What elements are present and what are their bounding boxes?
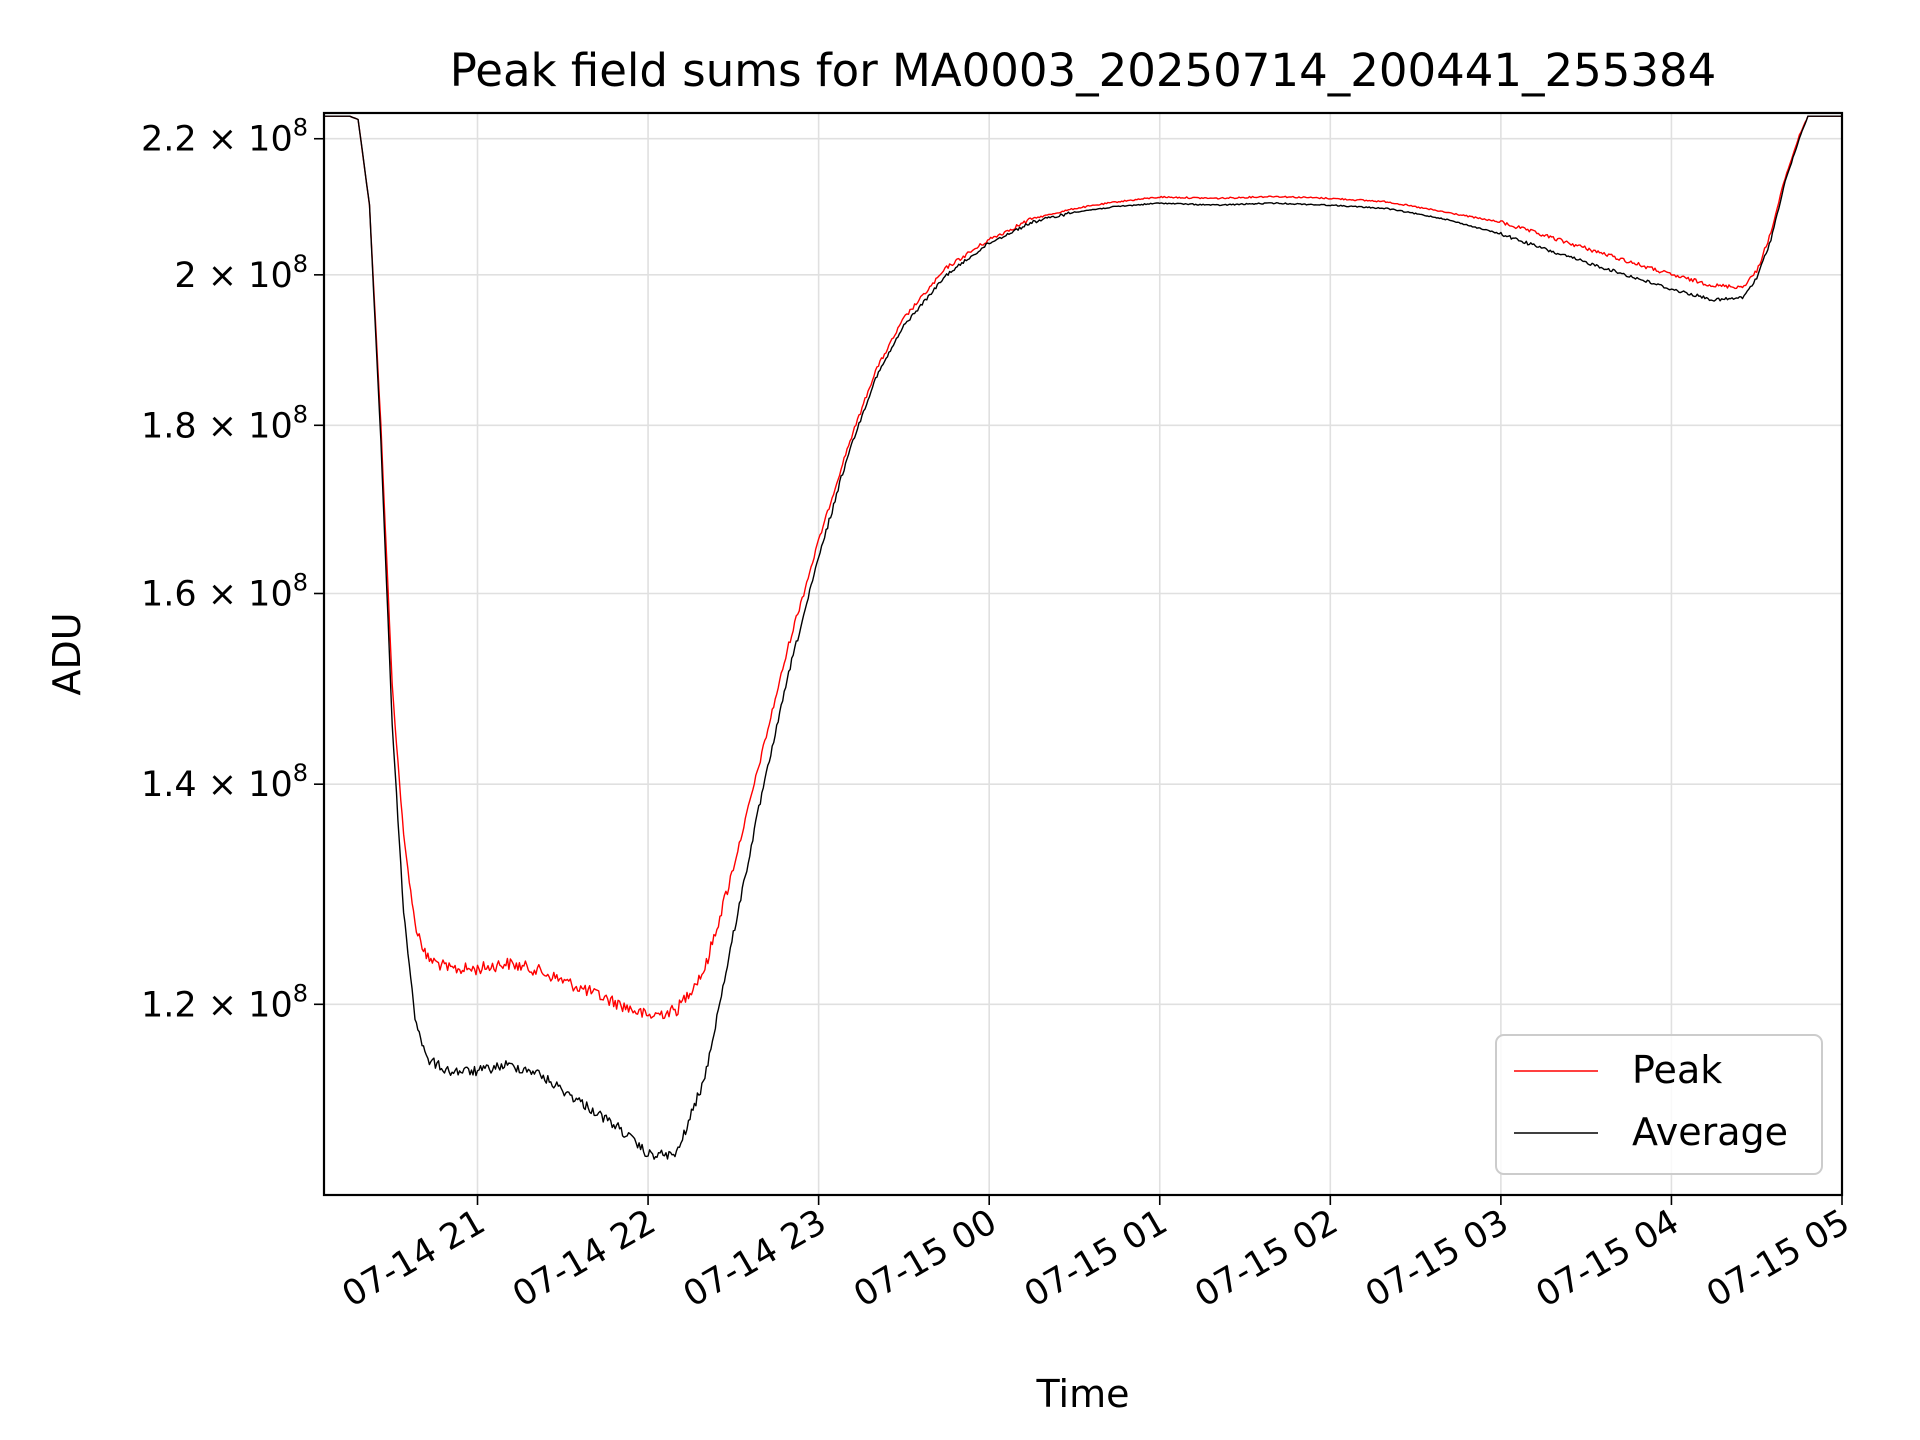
y-tick-label: 2.2 × 108 (141, 114, 308, 160)
legend: Peak Average (1495, 1034, 1823, 1175)
legend-label-peak: Peak (1632, 1048, 1722, 1092)
y-axis-label: ADU (45, 612, 89, 695)
legend-label-average: Average (1632, 1110, 1788, 1154)
y-tick-label: 1.6 × 108 (141, 568, 308, 614)
y-tick-label: 2 × 108 (174, 250, 308, 296)
series-layer (324, 115, 1842, 1160)
chart-title: Peak field sums for MA0003_20250714_2004… (450, 44, 1717, 97)
series-line-peak (324, 115, 1842, 1020)
y-tick-label: 1.4 × 108 (141, 759, 308, 805)
y-tick-label: 1.8 × 108 (141, 400, 308, 446)
series-line-average (324, 115, 1842, 1160)
y-ticks: 1.2 × 108 1.4 × 108 1.6 × 108 1.8 × 108 2 × … (141, 114, 324, 1025)
y-tick-label: 1.2 × 108 (141, 979, 308, 1025)
legend-box (1495, 1034, 1823, 1175)
x-axis-label: Time (1036, 1372, 1130, 1416)
plot-frame (322, 111, 1844, 1197)
